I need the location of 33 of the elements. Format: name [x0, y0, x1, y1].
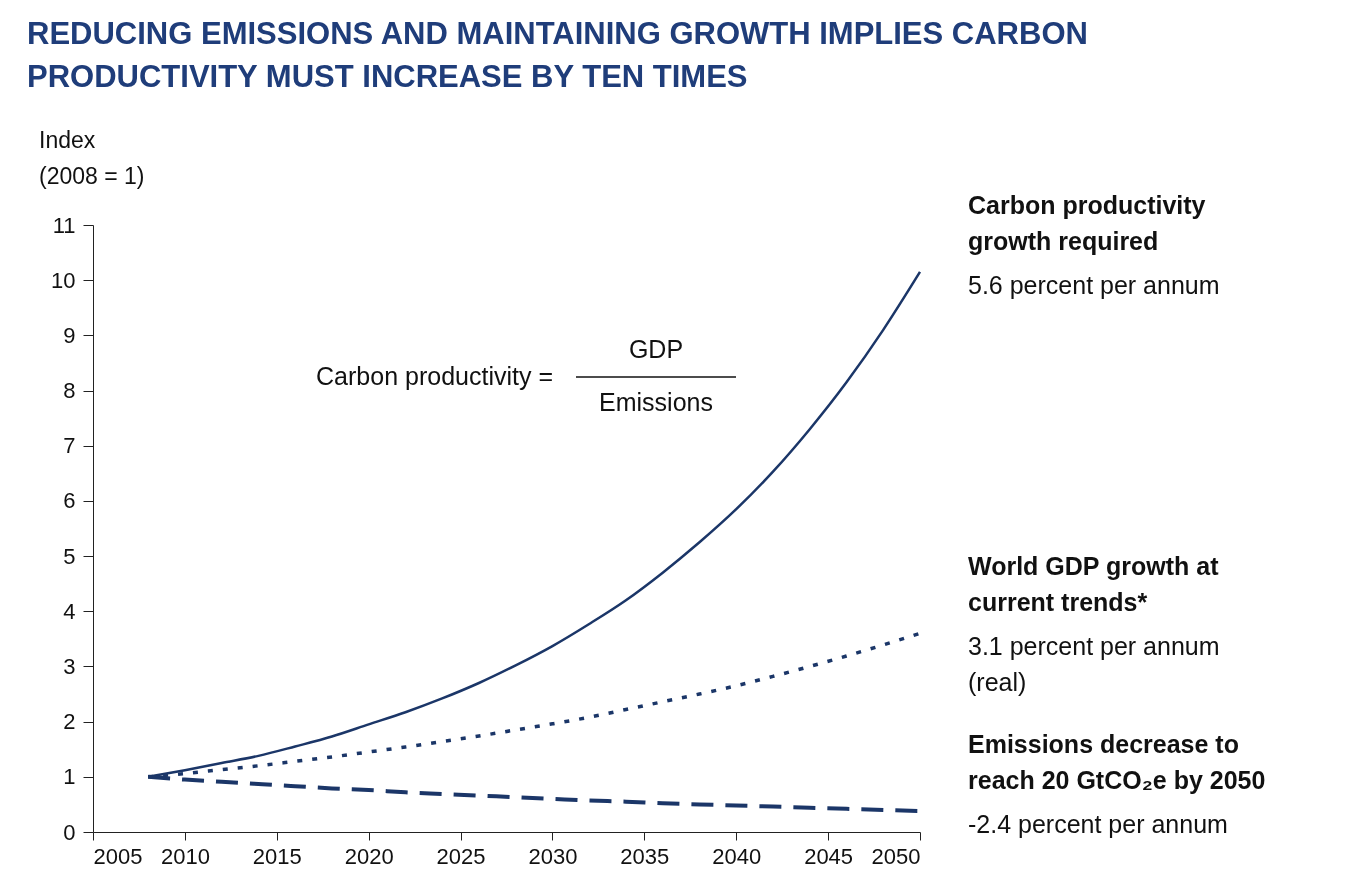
y-tick-label: 5	[63, 543, 76, 569]
y-tick-label: 8	[63, 378, 76, 404]
y-tick-label: 0	[63, 819, 76, 845]
y-tick-label: 7	[63, 433, 76, 459]
annotation: Carbon productivity =	[316, 362, 553, 390]
x-tick-label: 2035	[620, 843, 670, 869]
text: Carbon productivity growth required	[968, 190, 1206, 255]
x-tick-label: 2025	[436, 843, 486, 869]
x-tick-label: 2030	[528, 843, 578, 869]
x-tick-label: 2010	[160, 843, 210, 869]
x-tick-label: 2040	[712, 843, 762, 869]
y-tick-label: 10	[51, 267, 76, 293]
x-tick-label: 2020	[344, 843, 394, 869]
text: World GDP growth at current trends*	[968, 552, 1220, 617]
text: 3.1 percent per annum (real)	[968, 632, 1220, 697]
x-tick-label: 2015	[252, 843, 302, 869]
y-axis-title: Index (2008 = 1)	[39, 127, 145, 189]
y-tick-label: 9	[63, 322, 76, 348]
y-tick-label: 11	[52, 212, 76, 238]
x-tick-label: 2050	[871, 843, 921, 869]
x-tick-label: 2005	[93, 843, 143, 869]
y-tick-label: 4	[63, 598, 76, 624]
text: Emissions decrease to reach 20 GtCO₂e by 2050	[968, 730, 1266, 795]
y-tick-label: 2	[63, 709, 76, 735]
text: 5.6 percent per annum	[968, 270, 1220, 299]
chart-title: REDUCING EMISSIONS AND MAINTAINING GROWTH IMPLIES CARBON PRODUCTIVITY MUST INCREASE BY TEN TIMES	[27, 16, 1088, 94]
annotation: Emissions	[599, 388, 713, 416]
x-tick-label: 2045	[804, 843, 854, 869]
y-tick-label: 3	[63, 653, 76, 679]
annotation: GDP	[628, 335, 684, 363]
y-tick-label: 6	[63, 488, 76, 514]
y-tick-label: 1	[63, 764, 76, 790]
text: -2.4 percent per annum	[968, 810, 1228, 839]
